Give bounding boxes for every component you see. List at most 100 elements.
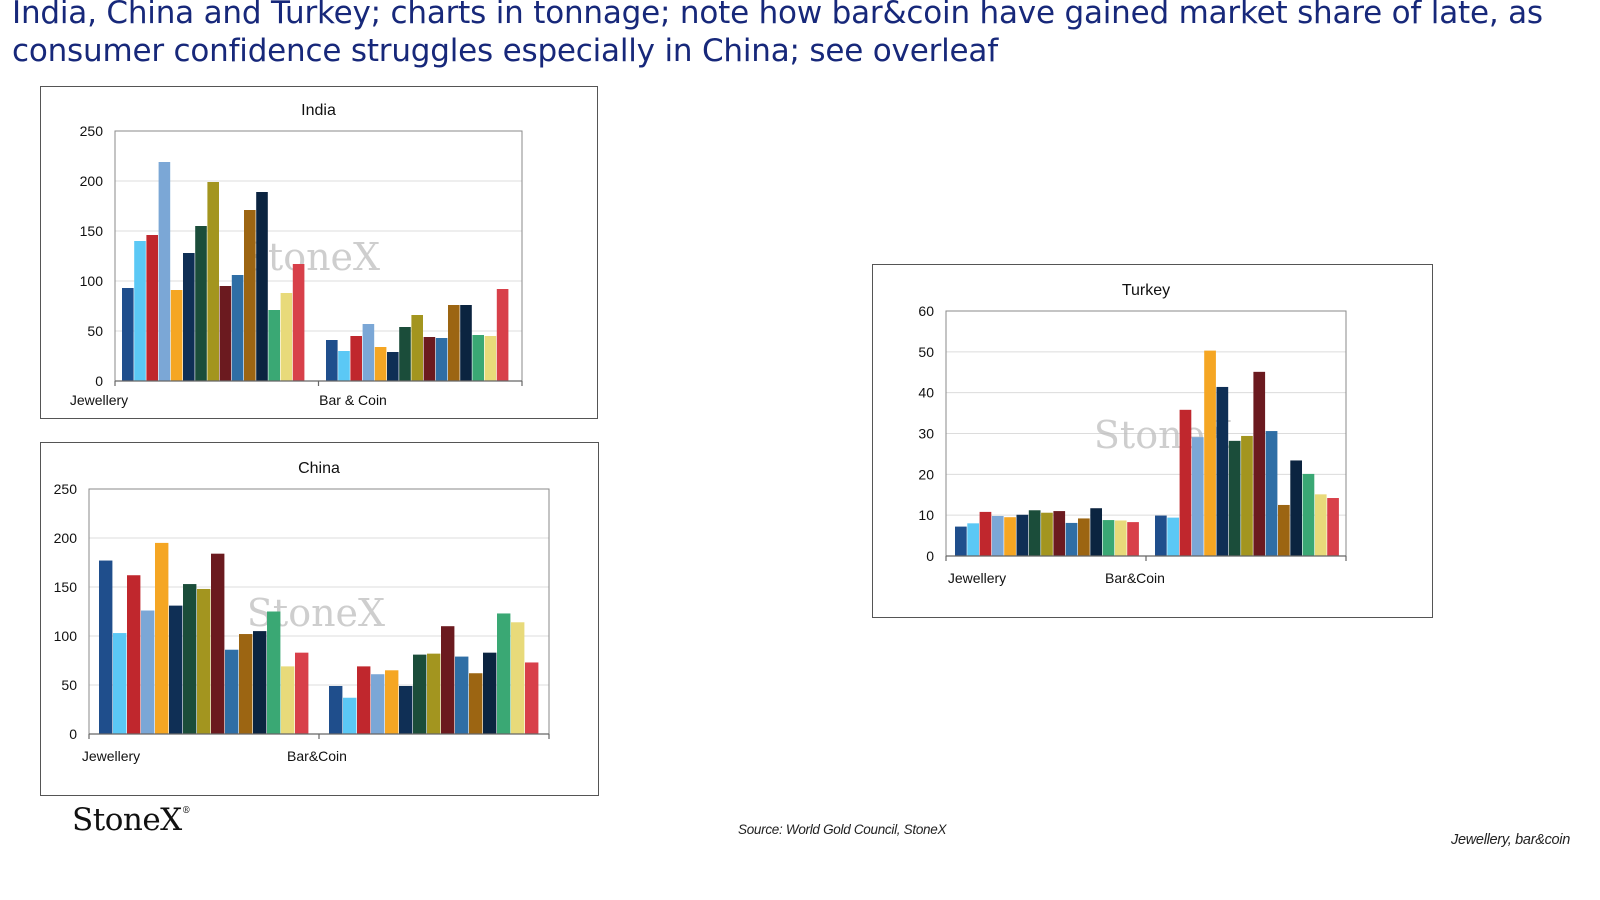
bar (979, 511, 992, 556)
bar (219, 286, 232, 381)
source-note: Source: World Gold Council, StoneX (738, 822, 947, 837)
y-tick-label: 100 (54, 628, 78, 644)
bar (511, 622, 525, 734)
bar (1078, 518, 1090, 556)
bar (1290, 460, 1302, 556)
bar (1090, 508, 1102, 556)
bar (1204, 350, 1216, 556)
bar (1065, 522, 1078, 556)
bar (496, 289, 509, 381)
bar (387, 352, 399, 381)
bar (1041, 512, 1053, 556)
page-title: India, China and Turkey; charts in tonna… (12, 0, 1543, 69)
bar (484, 336, 497, 381)
bar (399, 327, 411, 381)
bar (1016, 514, 1029, 556)
bar (441, 626, 455, 734)
bar (99, 560, 113, 734)
x-category-label: Bar&Coin (1105, 570, 1165, 586)
bar (427, 653, 441, 734)
bar (231, 275, 244, 381)
bar (195, 226, 207, 381)
bar (1241, 435, 1253, 556)
bar (146, 235, 158, 381)
china-chart: China StoneX 0 50 100 150 200 250 Jewellery Bar&C… (40, 442, 599, 796)
bar (169, 605, 183, 734)
bar (197, 588, 211, 734)
bar (1228, 440, 1241, 556)
bar (525, 662, 539, 734)
bar (244, 210, 256, 381)
x-category-label: Bar&Coin (287, 748, 347, 764)
bar (239, 634, 253, 734)
bar (497, 613, 511, 734)
bar (155, 542, 169, 734)
x-category-label: Bar & Coin (319, 392, 387, 408)
bar (1167, 517, 1179, 556)
bar (1155, 515, 1167, 556)
bar (460, 305, 472, 381)
bar (955, 526, 967, 556)
bar (1102, 520, 1115, 556)
bar (292, 264, 305, 381)
bar (411, 315, 423, 381)
bar (1004, 517, 1016, 556)
bar (141, 610, 155, 734)
turkey-chart: Turkey StoneX 0 10 20 30 40 50 60 Jewellery Bar&Co… (872, 264, 1433, 618)
bar (183, 253, 195, 381)
bar (448, 305, 460, 381)
bar (371, 674, 385, 734)
bar (338, 351, 350, 381)
bar (1127, 522, 1139, 556)
bar (1179, 409, 1192, 556)
bar (357, 666, 371, 734)
bar (122, 288, 134, 381)
bar (435, 338, 448, 381)
bar (385, 670, 399, 734)
bar (268, 310, 280, 381)
bar (1053, 511, 1066, 556)
bar (1327, 498, 1339, 556)
bar (211, 553, 225, 734)
bar (343, 697, 357, 734)
bar (362, 324, 375, 381)
x-category-label: Jewellery (82, 748, 140, 764)
bar (256, 192, 268, 381)
x-category-label: Jewellery (948, 570, 1006, 586)
y-tick-label: 40 (918, 385, 934, 401)
stonex-logo: StoneX® (72, 802, 191, 838)
y-tick-label: 50 (918, 344, 934, 360)
y-tick-label: 30 (918, 426, 934, 442)
bar (1278, 504, 1290, 556)
bar (991, 515, 1004, 556)
bar (158, 162, 171, 381)
bar (134, 241, 146, 381)
chart-title: India (301, 102, 336, 119)
bar (455, 656, 469, 734)
y-tick-label: 0 (926, 548, 934, 564)
y-tick-label: 100 (80, 273, 104, 289)
bar (1314, 494, 1327, 556)
bar (1265, 431, 1278, 556)
y-tick-label: 50 (87, 323, 103, 339)
bar (374, 347, 387, 381)
bar (483, 652, 497, 734)
y-tick-label: 150 (54, 579, 78, 595)
y-tick-label: 0 (69, 726, 77, 742)
bar (423, 337, 436, 381)
bar (253, 631, 267, 734)
chart-title: Turkey (1122, 282, 1170, 299)
bar (413, 654, 427, 734)
bar (329, 685, 343, 734)
chart-title: China (298, 460, 340, 477)
bar (326, 340, 338, 381)
bar (350, 336, 362, 381)
bar (113, 633, 127, 734)
bar (267, 611, 281, 734)
bar (967, 523, 979, 556)
y-tick-label: 10 (918, 507, 934, 523)
logo-registered-mark: ® (181, 806, 191, 816)
y-tick-label: 50 (61, 677, 77, 693)
